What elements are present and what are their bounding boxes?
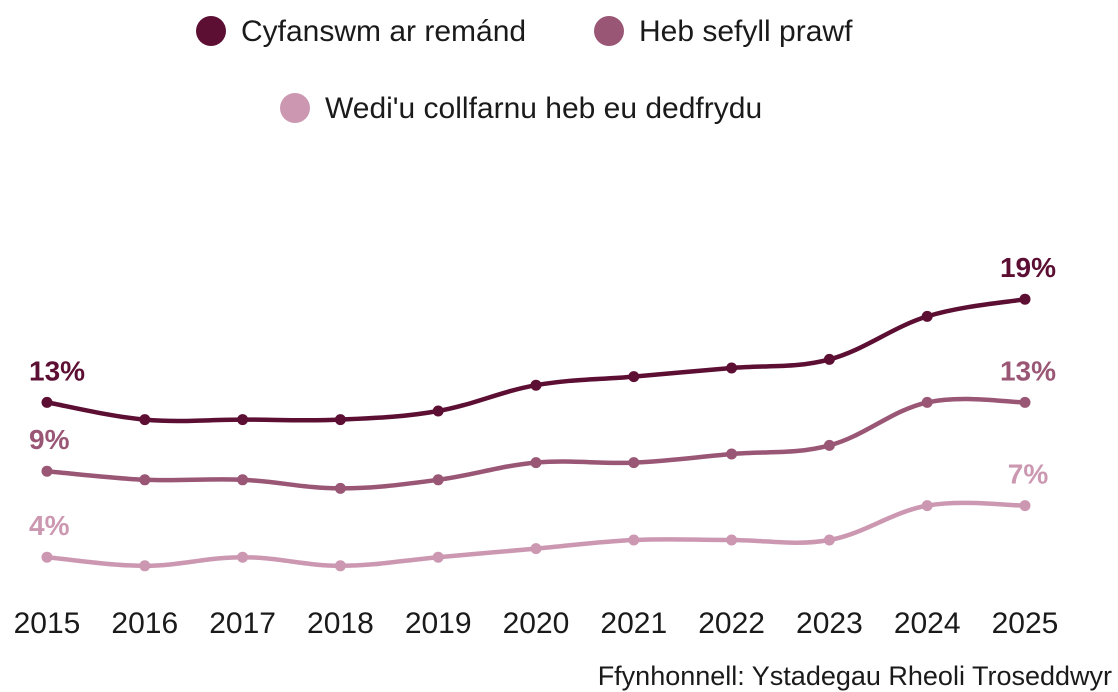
series-line <box>44 296 1028 424</box>
data-point <box>432 551 444 563</box>
source-note: Ffynhonnell: Ystadegau Rheoli Troseddwyr <box>597 661 1112 691</box>
series-line <box>44 396 1028 491</box>
x-tick-label: 2025 <box>992 607 1059 640</box>
data-label: 19% <box>1000 252 1056 283</box>
x-tick-label: 2016 <box>111 607 178 640</box>
data-label: 7% <box>1008 459 1049 490</box>
x-tick-label: 2021 <box>600 607 667 640</box>
chart-legend: Cyfanswm ar remánd Heb sefyll prawf Wedi'u… <box>196 15 853 125</box>
x-axis: 2015 2016 2017 2018 2019 2020 2021 2022 2023 2024… <box>14 607 1059 640</box>
data-point <box>139 560 151 572</box>
x-tick-label: 2024 <box>894 607 961 640</box>
data-point <box>139 414 151 426</box>
data-point <box>237 414 249 426</box>
data-point <box>628 534 640 546</box>
data-label: 4% <box>29 510 70 541</box>
data-point <box>237 474 249 486</box>
legend-item: Wedi'u collfarnu heb eu dedfrydu <box>280 92 762 125</box>
data-point <box>334 560 346 572</box>
data-point <box>823 353 835 365</box>
data-point <box>726 362 738 374</box>
x-tick-label: 2023 <box>796 607 863 640</box>
legend-item: Cyfanswm ar remánd <box>196 15 526 48</box>
data-point <box>628 371 640 383</box>
x-tick-label: 2020 <box>503 607 570 640</box>
data-point <box>41 396 53 408</box>
series-1 <box>41 293 1031 426</box>
data-point <box>334 482 346 494</box>
x-tick-label: 2018 <box>307 607 374 640</box>
data-label: 13% <box>1000 355 1056 386</box>
legend-item: Heb sefyll prawf <box>594 15 853 48</box>
x-tick-label: 2019 <box>405 607 472 640</box>
data-label: 9% <box>29 424 70 455</box>
x-tick-label: 2017 <box>209 607 276 640</box>
data-point <box>530 543 542 555</box>
data-point <box>823 439 835 451</box>
data-labels: 13% 19% 9% 13% 4% 7% <box>29 252 1056 541</box>
data-point <box>726 534 738 546</box>
series-3 <box>41 500 1031 572</box>
data-point <box>921 396 933 408</box>
data-point <box>1019 396 1031 408</box>
legend-label: Wedi'u collfarnu heb eu dedfrydu <box>325 92 762 125</box>
data-point <box>1019 500 1031 512</box>
data-point <box>726 448 738 460</box>
data-point <box>432 474 444 486</box>
data-point <box>823 534 835 546</box>
series-line <box>44 500 1028 569</box>
data-point <box>530 379 542 391</box>
series-2 <box>41 396 1031 494</box>
data-point <box>921 500 933 512</box>
legend-label: Cyfanswm ar remánd <box>241 15 526 48</box>
data-point <box>432 405 444 417</box>
chart-series <box>41 293 1031 572</box>
legend-marker <box>196 16 226 46</box>
x-tick-label: 2015 <box>14 607 81 640</box>
data-point <box>530 457 542 469</box>
data-point <box>1019 293 1031 305</box>
x-tick-label: 2022 <box>698 607 765 640</box>
data-point <box>334 414 346 426</box>
data-label: 13% <box>29 355 85 386</box>
legend-marker <box>594 16 624 46</box>
legend-marker <box>280 93 310 123</box>
data-point <box>628 457 640 469</box>
data-point <box>237 551 249 563</box>
data-point <box>921 310 933 322</box>
legend-label: Heb sefyll prawf <box>639 15 853 48</box>
data-point <box>139 474 151 486</box>
data-point <box>41 551 53 563</box>
data-point <box>41 465 53 477</box>
